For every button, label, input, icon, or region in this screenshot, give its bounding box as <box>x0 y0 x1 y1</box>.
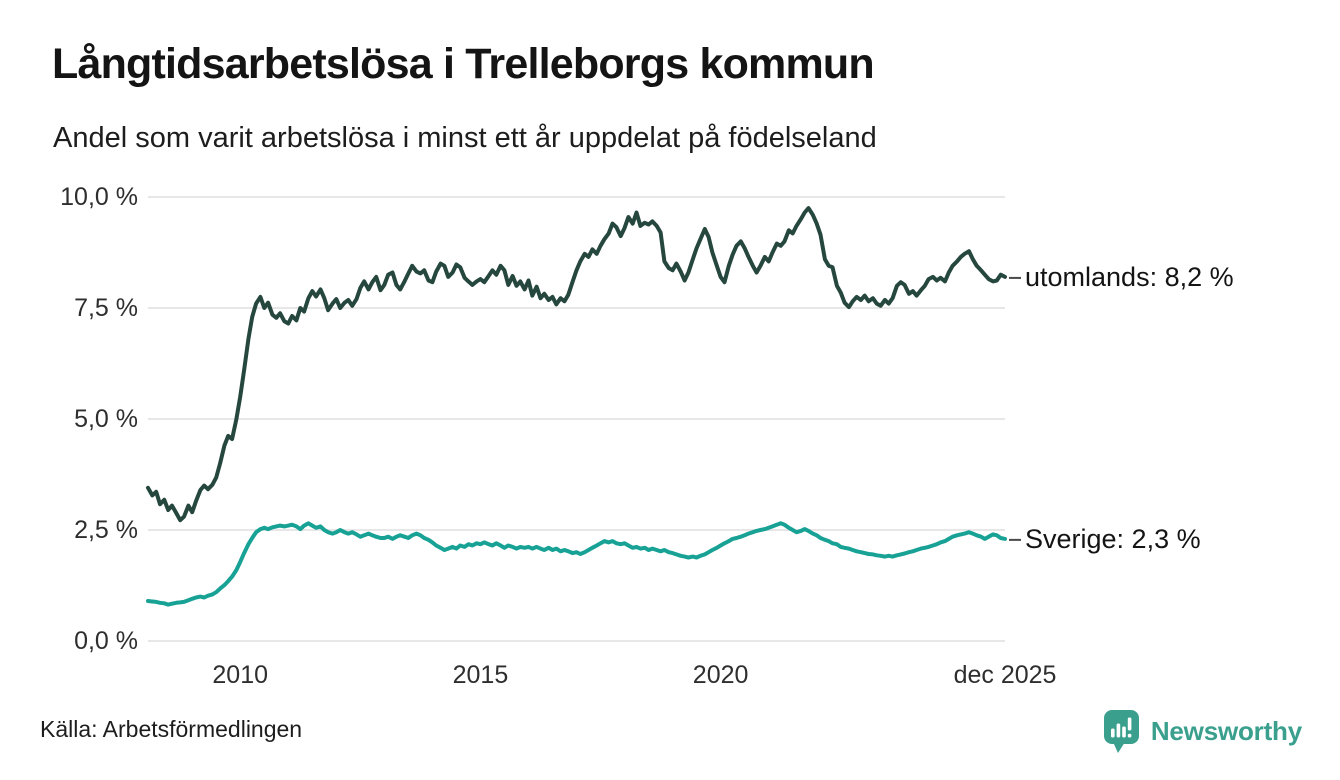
x-axis-tick-label: 2015 <box>452 661 509 689</box>
series-line-utomlands <box>146 206 1007 523</box>
y-axis-tick-label: 2,5 % <box>74 516 138 544</box>
newsworthy-logo-icon <box>1103 710 1139 753</box>
x-axis-tick-label: 2010 <box>212 661 269 689</box>
source-note: Källa: Arbetsförmedlingen <box>40 716 303 742</box>
chart-title: Långtidsarbetslösa i Trelleborgs kommun <box>52 40 875 88</box>
series-label-sverige: Sverige: 2,3 % <box>1025 523 1201 554</box>
gridlines <box>148 196 1005 642</box>
series-label-utomlands: utomlands: 8,2 % <box>1025 261 1234 292</box>
y-axis-tick-label: 0,0 % <box>74 627 138 655</box>
y-axis-tick-label: 7,5 % <box>74 294 138 322</box>
y-axis-tick-label: 10,0 % <box>60 183 138 211</box>
series-line-sverige <box>146 521 1007 607</box>
y-axis-tick-label: 5,0 % <box>74 405 138 433</box>
x-axis-tick-label: dec 2025 <box>953 661 1057 689</box>
newsworthy-logo-text: Newsworthy <box>1150 715 1302 746</box>
x-axis-tick-label: 2020 <box>692 661 749 689</box>
chart-subtitle: Andel som varit arbetslösa i minst ett å… <box>53 122 877 154</box>
logo-bar-chart-glyph <box>1110 717 1132 738</box>
newsworthy-logo: Newsworthy <box>1102 706 1302 756</box>
